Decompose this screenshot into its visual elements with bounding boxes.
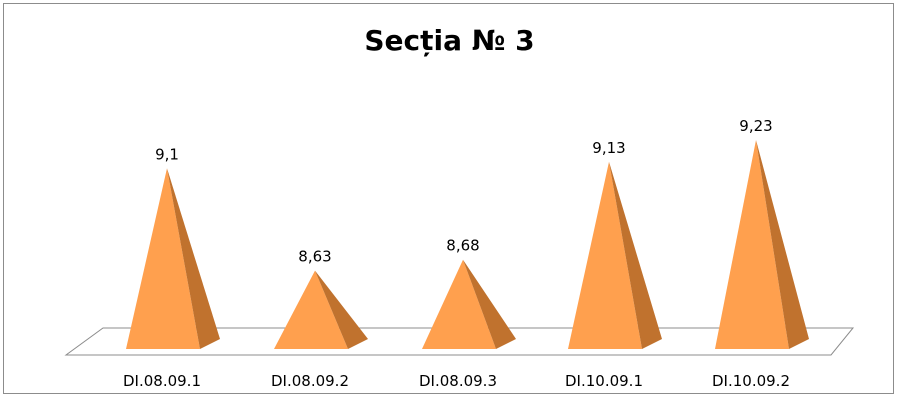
bar-front-face [422, 259, 496, 349]
value-label: 8,63 [298, 248, 331, 266]
category-label: DI.08.09.1 [123, 372, 201, 390]
bar-front-face [126, 168, 200, 349]
bar-DI.10.09.2 [715, 140, 809, 349]
bar-side-face [609, 161, 662, 349]
bar-side-face [315, 270, 368, 349]
bars-layer [126, 140, 809, 349]
bar-front-face [274, 270, 348, 349]
value-labels-layer: 9,1 8,63 8,68 9,13 9,23 [155, 117, 773, 266]
bar-DI.10.09.1 [568, 161, 662, 349]
value-label: 9,1 [155, 145, 179, 163]
bar-side-face [756, 140, 809, 349]
category-labels-layer: DI.08.09.1 DI.08.09.2 DI.08.09.3 DI.10.09.1… [123, 372, 790, 390]
bar-side-face [167, 168, 220, 349]
bar-front-face [715, 140, 789, 349]
chart-title: Secția № 3 [364, 24, 535, 57]
bar-DI.08.09.2 [274, 270, 368, 349]
bar-front-face [568, 161, 642, 349]
category-label: DI.08.09.2 [271, 372, 349, 390]
value-label: 8,68 [446, 237, 479, 255]
bar-side-face [463, 259, 516, 349]
category-label: DI.10.09.2 [712, 372, 790, 390]
value-label: 9,23 [739, 117, 772, 135]
value-label: 9,13 [592, 139, 625, 157]
bar-DI.08.09.3 [422, 259, 516, 349]
category-label: DI.10.09.1 [565, 372, 643, 390]
bar-DI.08.09.1 [126, 168, 220, 349]
category-label: DI.08.09.3 [419, 372, 497, 390]
